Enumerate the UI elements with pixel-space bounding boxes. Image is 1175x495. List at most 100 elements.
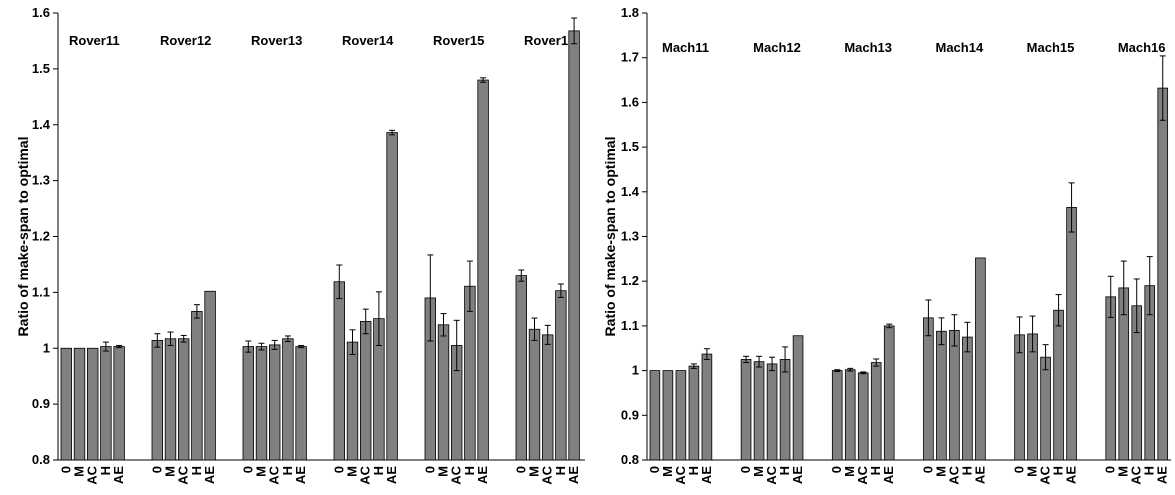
- x-tick-label: AC: [1129, 465, 1144, 484]
- group-label: Rover13: [251, 33, 302, 48]
- y-tick-label: 1.4: [32, 117, 51, 132]
- y-tick-label: 1.3: [621, 229, 639, 244]
- y-tick-label: 1.8: [621, 5, 639, 20]
- bar: [528, 328, 541, 461]
- x-tick-label: AC: [764, 465, 779, 484]
- x-tick-label: H: [1051, 466, 1066, 475]
- y-axis-label: Ratio of make-span to optimal: [602, 137, 618, 337]
- y-tick-label: 1.6: [621, 94, 639, 109]
- x-tick-label: H: [1142, 466, 1157, 475]
- x-tick-label: AE: [384, 466, 399, 484]
- bar: [753, 361, 765, 461]
- group-label: Rover16: [524, 33, 575, 48]
- x-tick-label: M: [254, 466, 269, 477]
- x-tick-label: H: [686, 466, 701, 475]
- x-tick-label: 0: [149, 466, 164, 473]
- bar: [477, 79, 489, 461]
- x-tick-label: M: [345, 466, 360, 477]
- bar: [255, 346, 268, 461]
- bar: [1157, 87, 1169, 461]
- x-tick-label: AE: [566, 466, 581, 484]
- bar: [73, 347, 86, 461]
- x-tick-label: AC: [267, 465, 282, 484]
- x-tick-label: H: [371, 466, 386, 475]
- bar: [464, 285, 476, 461]
- y-tick-label: 1.5: [32, 61, 50, 76]
- x-tick-label: AC: [449, 465, 464, 484]
- bar: [268, 344, 281, 461]
- x-tick-label: H: [462, 466, 477, 475]
- y-tick-label: 1.3: [32, 173, 50, 188]
- bar: [975, 257, 986, 461]
- x-tick-label: AE: [111, 466, 126, 484]
- x-tick-label: 0: [513, 466, 528, 473]
- bar: [870, 362, 882, 461]
- chart-left: 0.8 0.9 1 1.1 1.2 1.3 1.4 1.5 1.6 Ratio of make-s…: [15, 5, 585, 485]
- x-tick-label: AE: [972, 466, 987, 484]
- x-tick-label: M: [72, 466, 87, 477]
- bar: [542, 334, 554, 461]
- bar: [87, 347, 99, 461]
- bar: [1027, 333, 1038, 461]
- bar: [100, 346, 112, 461]
- bar: [766, 363, 778, 461]
- bar: [662, 370, 674, 461]
- x-tick-label: H: [868, 466, 883, 475]
- x-tick-label: AE: [881, 466, 896, 484]
- bar: [515, 275, 528, 461]
- y-tick-label: 1.4: [621, 184, 640, 199]
- y-tick-label: 0.9: [621, 407, 639, 422]
- bar: [164, 338, 177, 461]
- group-label: Rover11: [69, 33, 120, 48]
- x-tick-label: 0: [1012, 466, 1027, 473]
- x-tick-label: 0: [829, 466, 844, 473]
- bar: [60, 347, 73, 461]
- bar: [844, 369, 856, 461]
- x-tick-label: H: [189, 466, 204, 475]
- x-tick-label: 0: [331, 466, 346, 473]
- x-tick-label: AC: [855, 465, 870, 484]
- x-tick-label: AE: [293, 466, 308, 484]
- x-tick-label: AE: [1064, 466, 1079, 484]
- x-tick-label: 0: [240, 466, 255, 473]
- x-tick-label: AC: [176, 465, 191, 484]
- bar: [204, 290, 216, 461]
- x-tick-label: H: [959, 466, 974, 475]
- y-tick-label: 1: [43, 340, 50, 355]
- bar: [333, 281, 346, 461]
- bar: [792, 335, 804, 461]
- group-label: Mach11: [662, 40, 709, 55]
- group-label: Mach16: [1118, 40, 1166, 55]
- x-tick-label: AE: [790, 466, 805, 484]
- bar: [649, 370, 661, 461]
- bar: [359, 321, 372, 461]
- chart-right: 0.8 0.9 1 1.1 1.2 1.3 1.4 1.5 1.6 1.7 1.8 Ratio of …: [602, 5, 1171, 485]
- bar: [568, 30, 580, 461]
- bar: [177, 338, 190, 461]
- x-tick-label: M: [527, 466, 542, 477]
- x-tick-label: AC: [540, 465, 555, 484]
- x-tick-label: M: [751, 466, 766, 477]
- bar: [962, 336, 973, 461]
- bar: [437, 324, 450, 461]
- y-tick-label: 1.6: [32, 5, 50, 20]
- x-tick-label: M: [933, 466, 948, 477]
- y-tick-label: 0.9: [32, 396, 50, 411]
- group-label: Mach12: [753, 40, 801, 55]
- x-tick-label: H: [553, 466, 568, 475]
- x-tick-label: AC: [946, 465, 961, 484]
- x-tick-label: AC: [673, 465, 688, 484]
- x-tick-label: M: [1025, 466, 1040, 477]
- x-tick-label: AC: [1038, 465, 1053, 484]
- bar: [857, 372, 869, 461]
- bar: [923, 317, 934, 461]
- bar: [1053, 309, 1064, 461]
- bar: [191, 310, 203, 461]
- bar: [346, 341, 359, 461]
- y-tick-label: 0.8: [32, 452, 50, 467]
- x-tick-label: AE: [475, 466, 490, 484]
- y-axis-label: Ratio of make-span to optimal: [15, 137, 31, 337]
- bar: [282, 338, 294, 461]
- x-tick-label: AC: [85, 465, 100, 484]
- bar: [1014, 334, 1025, 461]
